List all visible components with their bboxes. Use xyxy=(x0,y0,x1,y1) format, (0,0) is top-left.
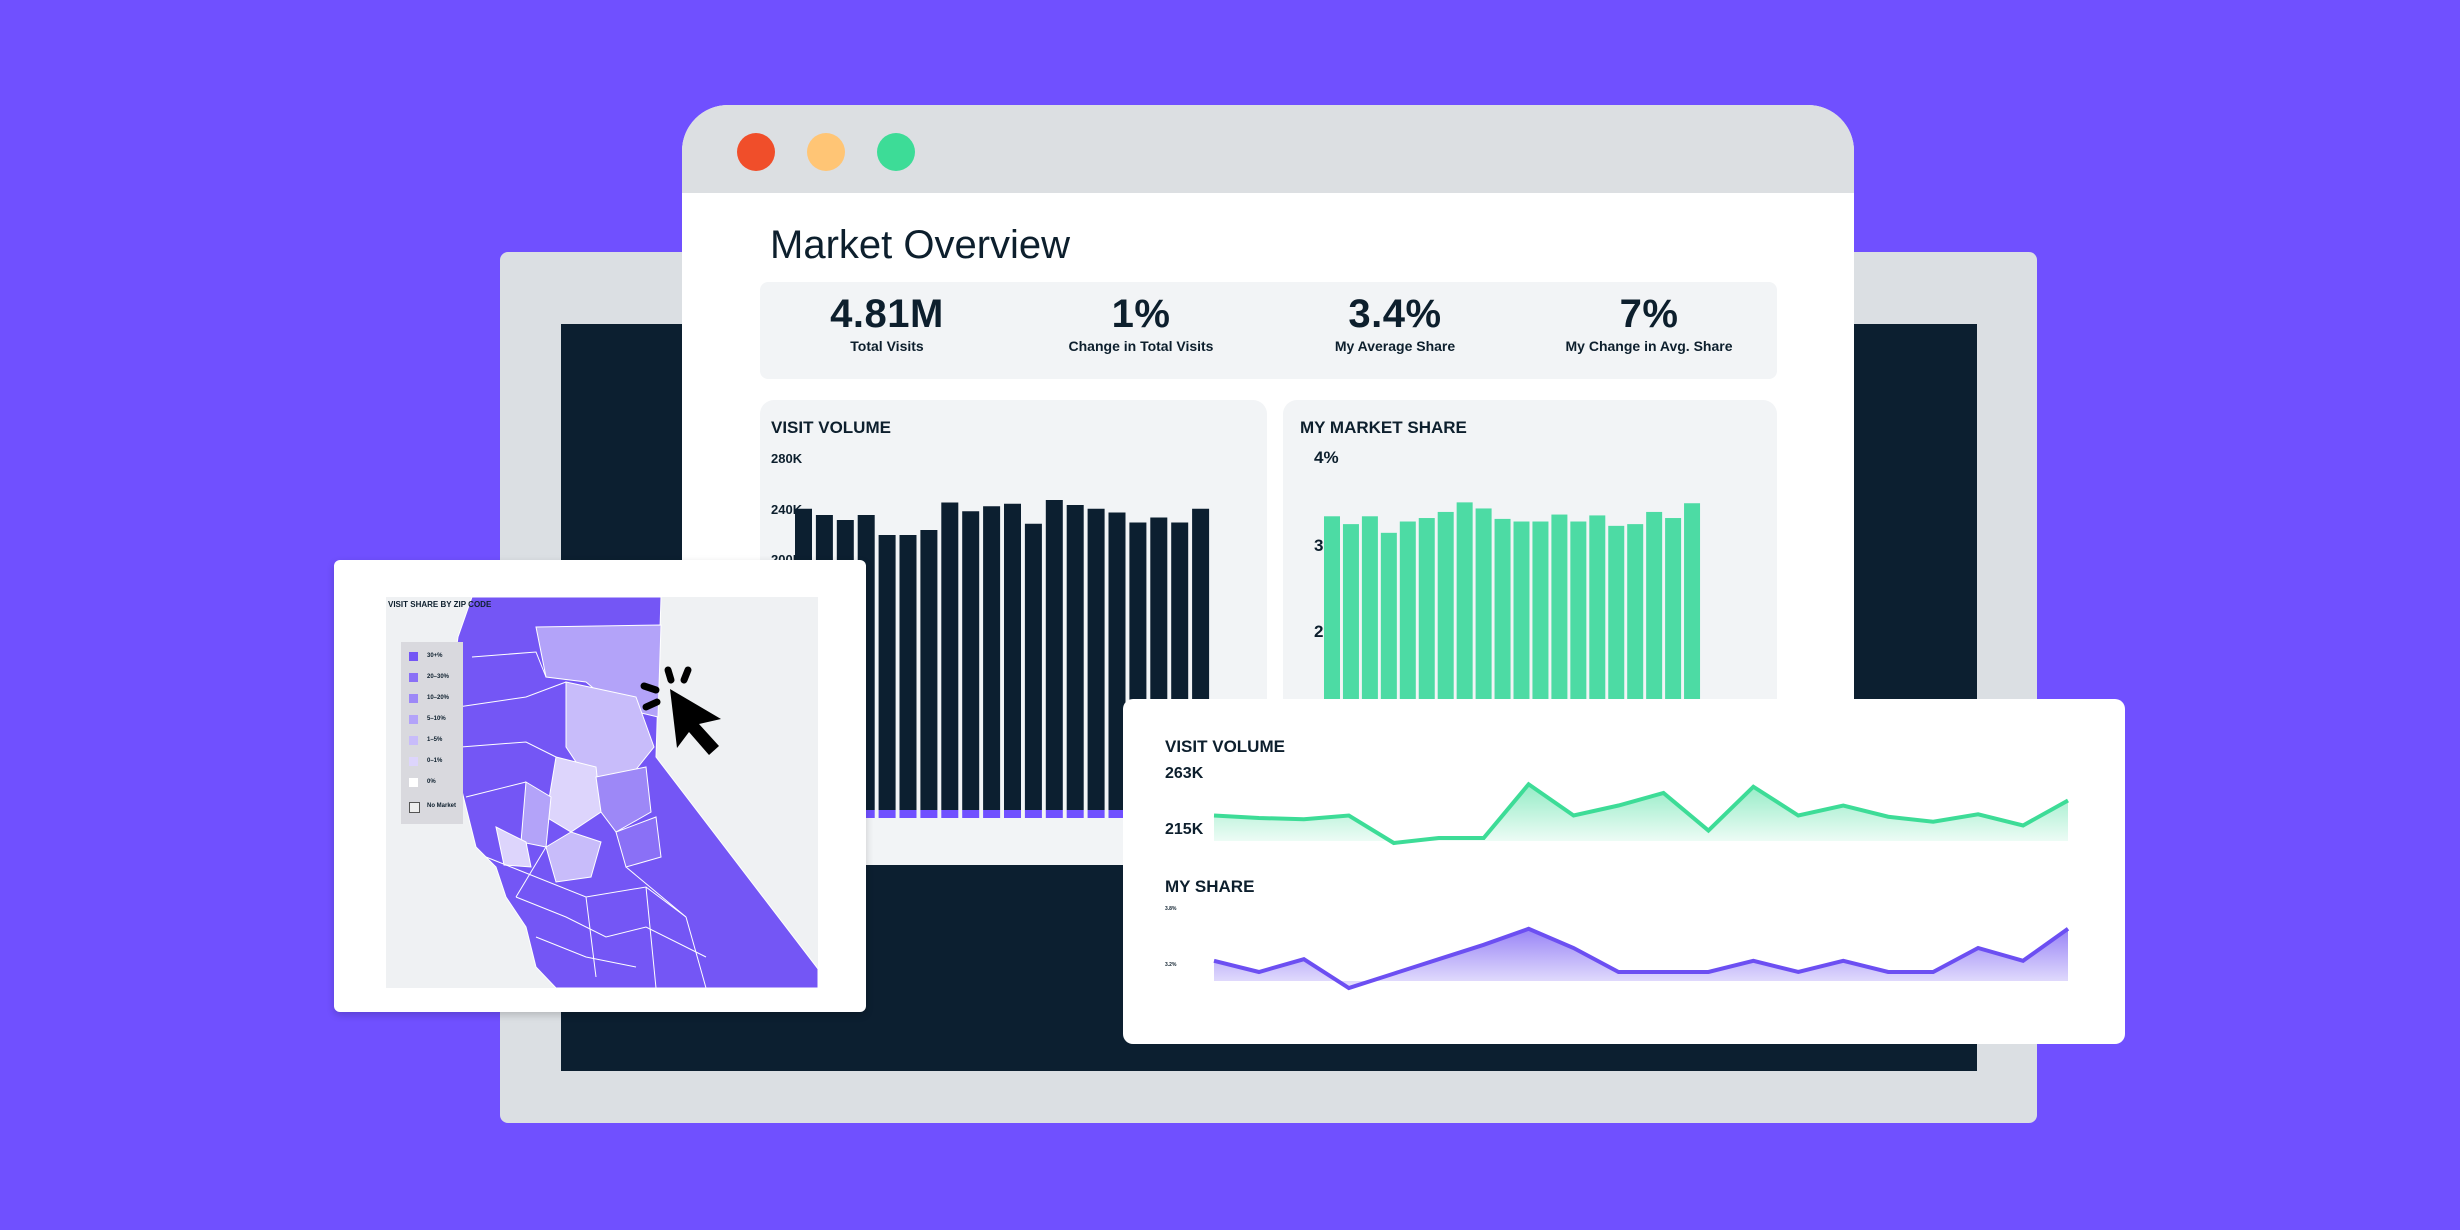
y-tick-label: 4% xyxy=(1314,448,1339,467)
pointer-click-icon xyxy=(640,666,721,755)
legend-label: 20–30% xyxy=(427,674,450,680)
visit-volume-bar xyxy=(878,535,896,810)
visit-volume-bar-accent xyxy=(857,810,875,818)
visit-volume-bar xyxy=(899,535,917,810)
visit-volume-bar-accent xyxy=(1066,810,1084,818)
y-tick-label: 3.8% xyxy=(1165,906,1177,912)
y-tick-label: 263K xyxy=(1165,765,1204,782)
legend-swatch xyxy=(409,652,418,661)
share-trend-fill xyxy=(1214,928,2068,988)
legend-label: 5–10% xyxy=(427,716,446,722)
kpi-summary-panel: 4.81M Total Visits 1% Change in Total Vi… xyxy=(760,282,1777,379)
kpi-label: My Change in Avg. Share xyxy=(1565,338,1733,354)
legend-swatch xyxy=(409,802,420,813)
visit-volume-bar xyxy=(941,502,959,810)
visit-volume-bar xyxy=(1024,523,1042,810)
visit-volume-bar xyxy=(920,530,938,810)
kpi-change-total-visits: 1% Change in Total Visits xyxy=(1014,282,1268,354)
kpi-value: 1% xyxy=(1111,292,1171,336)
visit-volume-bar-accent xyxy=(878,810,896,818)
visit-volume-bar-accent xyxy=(1108,810,1126,818)
minimize-window-button[interactable] xyxy=(807,133,845,171)
legend-label: 0% xyxy=(427,779,436,785)
visit-volume-bar xyxy=(1108,512,1126,810)
kpi-value: 4.81M xyxy=(830,292,944,336)
kpi-change-avg-share: 7% My Change in Avg. Share xyxy=(1522,282,1776,354)
visit-volume-bar-accent xyxy=(1087,810,1105,818)
visit-volume-bar-accent xyxy=(962,810,980,818)
kpi-label: Change in Total Visits xyxy=(1068,338,1214,354)
legend-label: 1–5% xyxy=(427,737,443,743)
y-tick-label: 240K xyxy=(771,502,803,517)
kpi-average-share: 3.4% My Average Share xyxy=(1268,282,1522,354)
legend-swatch xyxy=(409,715,418,724)
visit-volume-bar-accent xyxy=(983,810,1001,818)
map-title: VISIT SHARE BY ZIP CODE xyxy=(388,600,492,609)
visit-volume-title: VISIT VOLUME xyxy=(771,418,891,437)
window-titlebar xyxy=(682,105,1854,193)
legend-swatch xyxy=(409,757,418,766)
map-legend: 30+% 20–30% 10–20% 5–10% 1–5% 0–1% 0% No… xyxy=(401,642,463,824)
trend-share-title: MY SHARE xyxy=(1165,877,1255,896)
legend-swatch xyxy=(409,673,418,682)
legend-label: 10–20% xyxy=(427,695,450,701)
kpi-label: My Average Share xyxy=(1334,338,1456,354)
visit-trend-fill xyxy=(1214,784,2068,843)
visit-volume-bar-accent xyxy=(1045,810,1063,818)
kpi-total-visits: 4.81M Total Visits xyxy=(760,282,1014,354)
maximize-window-button[interactable] xyxy=(877,133,915,171)
visit-volume-bar xyxy=(1004,503,1021,810)
kpi-value: 7% xyxy=(1619,292,1679,336)
trend-area-charts xyxy=(1213,781,2070,991)
legend-label: 0–1% xyxy=(427,758,443,764)
share-trend-line xyxy=(1213,926,2070,991)
kpi-value: 3.4% xyxy=(1348,292,1442,336)
kpi-label: Total Visits xyxy=(850,338,924,354)
visit-volume-bar-accent xyxy=(1024,810,1042,818)
visit-volume-bar xyxy=(1087,508,1105,810)
visit-volume-bar xyxy=(1066,505,1084,810)
legend-label: No Market xyxy=(427,803,457,809)
legend-label: 30+% xyxy=(427,653,443,659)
visit-volume-bar-accent xyxy=(941,810,959,818)
visit-volume-bar-accent xyxy=(1004,810,1021,818)
visit-volume-bar xyxy=(962,511,980,810)
page-title: Market Overview xyxy=(770,223,1071,267)
y-tick-label: 3.2% xyxy=(1165,962,1177,968)
trend-visit-title: VISIT VOLUME xyxy=(1165,737,1285,756)
legend-swatch xyxy=(409,694,418,703)
trend-card: VISIT VOLUME 263K 215K MY SHARE 3.8% 3.2… xyxy=(1123,699,2125,1044)
visit-volume-bar xyxy=(983,506,1001,810)
visit-volume-bar-accent xyxy=(899,810,917,818)
market-share-title: MY MARKET SHARE xyxy=(1300,418,1467,437)
visit-trend-line xyxy=(1213,781,2069,846)
legend-swatch xyxy=(409,778,418,787)
y-tick-label: 215K xyxy=(1165,821,1204,838)
california-county-map xyxy=(450,597,818,988)
y-tick-label: 280K xyxy=(771,451,803,466)
legend-swatch xyxy=(409,736,418,745)
zip-share-map-card: VISIT SHARE BY ZIP CODE 30+% 20–30% 10–2… xyxy=(334,560,866,1012)
close-window-button[interactable] xyxy=(737,133,775,171)
visit-volume-bar xyxy=(1045,500,1063,810)
visit-volume-bar-accent xyxy=(920,810,938,818)
